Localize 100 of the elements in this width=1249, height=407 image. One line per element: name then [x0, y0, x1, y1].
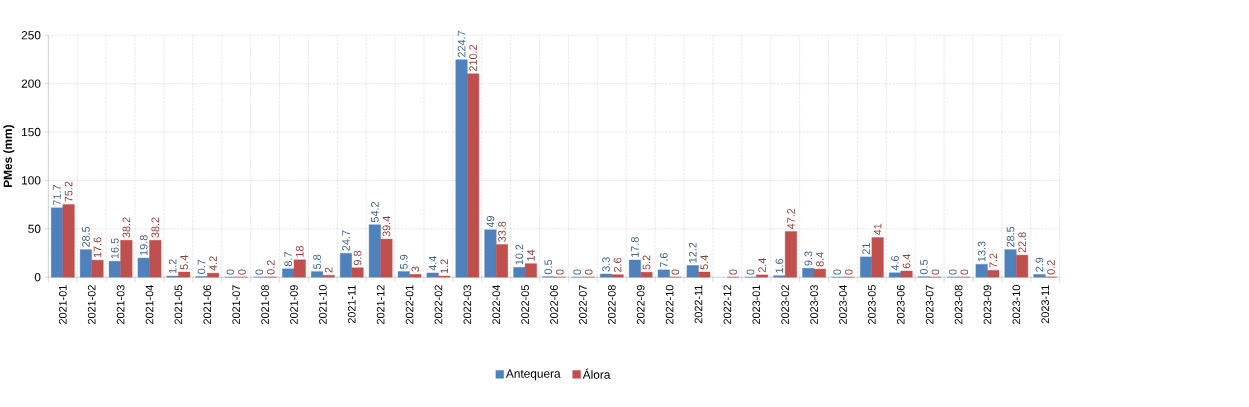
bar: [409, 274, 422, 278]
bar: [207, 272, 220, 278]
data-label: 3.3: [602, 257, 610, 272]
data-label: 14: [527, 249, 535, 261]
bar: [91, 260, 104, 278]
bar: [79, 249, 92, 278]
x-tick-label: 2021-06: [203, 285, 212, 325]
legend-label: Antequera: [505, 369, 561, 381]
bar: [397, 271, 410, 278]
data-label: 0: [960, 269, 969, 275]
bar: [888, 272, 901, 278]
y-tick-label: 0: [34, 273, 41, 282]
bar: [1004, 249, 1017, 278]
data-label: 2: [324, 267, 333, 273]
bar: [282, 268, 295, 278]
data-label: 5.9: [399, 254, 408, 269]
data-label: 224.7: [457, 30, 466, 58]
data-label: 5.4: [180, 255, 188, 270]
y-tick-label: 100: [22, 176, 41, 185]
x-tick-label: 2022-01: [405, 285, 414, 325]
bar: [802, 268, 815, 278]
data-label: 41: [873, 223, 882, 236]
bar: [339, 253, 352, 278]
x-tick-label: 2022-06: [550, 285, 558, 325]
data-label: 47.2: [787, 208, 795, 230]
y-tick-label: 200: [21, 79, 41, 88]
x-tick-label: 2023-02: [781, 285, 790, 325]
data-label: 0.2: [267, 260, 275, 275]
data-label: 9.3: [804, 251, 813, 266]
data-label: 38.2: [151, 217, 160, 238]
data-label: 0.2: [1047, 260, 1055, 275]
bar: [51, 207, 63, 278]
bar: [62, 204, 75, 278]
bar: [1016, 254, 1029, 278]
data-label: 21: [862, 243, 870, 255]
data-label: 0: [671, 269, 680, 275]
bar: [611, 274, 624, 278]
x-tick-label: 2021-05: [174, 285, 183, 325]
data-label: 39.4: [382, 216, 391, 237]
x-tick-label: 2021-04: [145, 285, 154, 325]
data-label: 28.5: [82, 226, 90, 247]
x-tick-label: 2021-10: [319, 285, 327, 325]
data-label: 38.2: [122, 217, 131, 238]
bar: [108, 261, 121, 278]
data-label: 7.6: [659, 253, 668, 268]
bar: [426, 272, 439, 278]
x-tick-label: 2022-09: [636, 285, 645, 325]
bar: [871, 237, 884, 278]
x-tick-label: 2023-01: [752, 285, 761, 325]
x-tick-label: 2022-03: [463, 285, 472, 325]
bar: [484, 229, 497, 278]
bar: [686, 265, 699, 278]
bar: [628, 259, 641, 278]
data-label: 0: [844, 269, 853, 275]
data-label: 4.6: [891, 256, 899, 271]
data-label: 24.7: [342, 230, 350, 251]
bar: [467, 73, 480, 278]
x-tick-label: 2022-04: [492, 285, 501, 325]
x-tick-label: 2023-10: [1012, 285, 1021, 325]
bar: [368, 224, 381, 278]
y-tick-label: 150: [22, 127, 41, 137]
data-label: 75.2: [64, 181, 73, 202]
x-tick-label: 2021-03: [116, 285, 125, 325]
data-label: 22.8: [1018, 232, 1026, 253]
bar: [524, 263, 537, 278]
x-tick-label: 2022-08: [607, 285, 616, 325]
data-label: 2.6: [613, 257, 622, 273]
bar: [657, 269, 670, 278]
x-tick-label: 2021-11: [347, 285, 356, 324]
data-label: 0: [238, 269, 246, 275]
x-tick-label: 2023-07: [925, 285, 934, 325]
bar: [137, 257, 150, 278]
bar: [455, 59, 468, 278]
data-label: 9.8: [353, 250, 362, 266]
bar: [900, 270, 913, 278]
legend-label: Álora: [582, 368, 611, 379]
data-label: 17.6: [93, 237, 102, 258]
data-label: 33.8: [498, 221, 506, 242]
data-label: 6.4: [902, 254, 911, 269]
data-label: 5.2: [642, 255, 651, 270]
data-label: 1.2: [440, 259, 448, 274]
bar: [1033, 274, 1046, 278]
data-label: 3: [411, 266, 420, 272]
x-tick-label: 2022-05: [521, 285, 529, 325]
data-label: 0: [573, 269, 581, 275]
bar: [149, 240, 162, 278]
bar: [975, 264, 988, 278]
data-label: 0: [555, 269, 564, 275]
data-label: 0: [729, 269, 737, 275]
data-label: 0: [931, 269, 940, 275]
data-label: 54.2: [371, 202, 379, 223]
data-label: 1.6: [775, 258, 784, 273]
data-label: 19.8: [139, 235, 148, 256]
data-label: 17.8: [631, 237, 639, 258]
data-label: 0: [255, 269, 264, 275]
x-tick-label: 2021-09: [290, 285, 298, 325]
x-tick-label: 2023-09: [983, 285, 992, 325]
data-label: 7.2: [989, 253, 997, 268]
bar: [600, 273, 612, 278]
bar: [496, 244, 508, 278]
